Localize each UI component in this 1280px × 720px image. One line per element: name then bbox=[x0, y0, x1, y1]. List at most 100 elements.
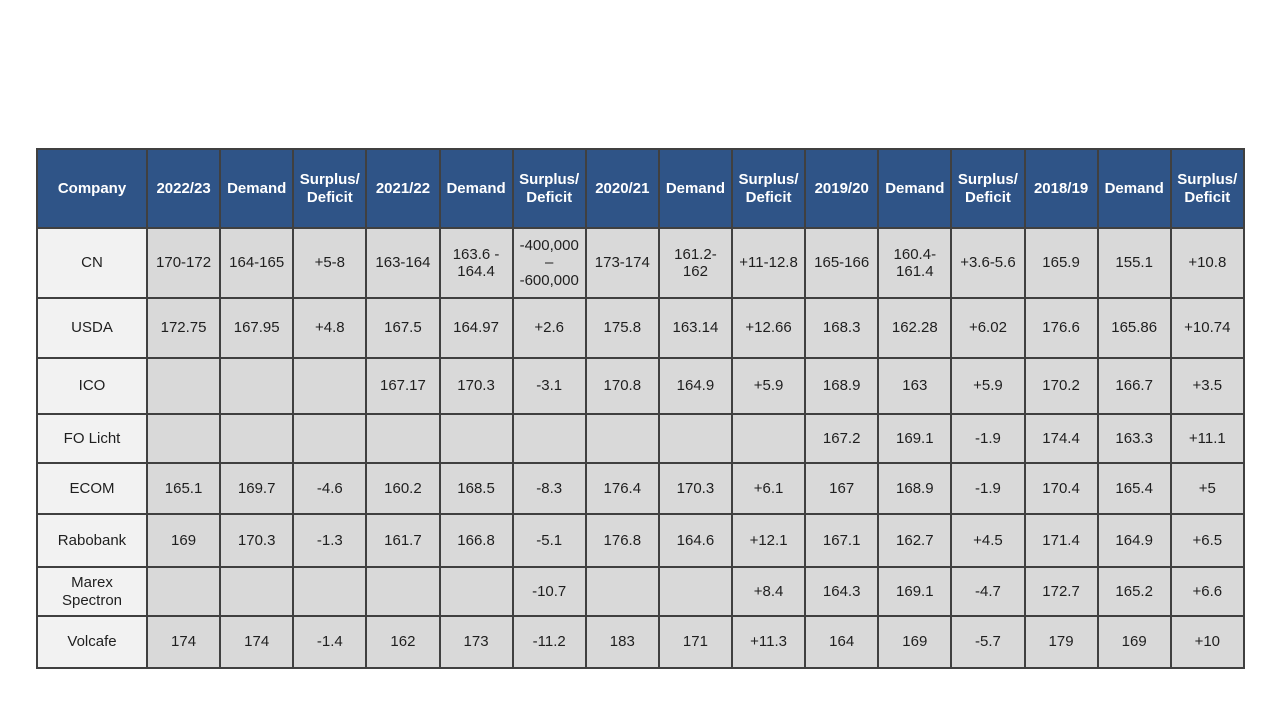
value-cell bbox=[584, 413, 660, 464]
value-cell: 164 bbox=[804, 615, 880, 669]
header-cell: Demand bbox=[438, 148, 514, 229]
table-body: CN 170-172 164-165 +5-8 163-164 163.6 - 164.4… bbox=[36, 227, 1245, 669]
company-cell: Marex Spectron bbox=[36, 566, 148, 617]
value-cell: 155.1 bbox=[1096, 227, 1172, 299]
value-cell: 164.3 bbox=[804, 566, 880, 617]
value-cell bbox=[145, 357, 222, 415]
company-cell: ECOM bbox=[36, 462, 148, 515]
header-cell: Demand bbox=[1096, 148, 1172, 229]
value-cell: 164.9 bbox=[657, 357, 734, 415]
value-cell bbox=[292, 357, 368, 415]
value-cell bbox=[145, 566, 222, 617]
value-cell: 173 bbox=[438, 615, 514, 669]
value-cell: 165.4 bbox=[1096, 462, 1172, 515]
value-cell bbox=[584, 566, 660, 617]
value-cell: 167.17 bbox=[365, 357, 441, 415]
value-cell: 169.7 bbox=[219, 462, 295, 515]
value-cell: 167 bbox=[804, 462, 880, 515]
header-cell: Surplus/ Deficit bbox=[511, 148, 587, 229]
value-cell: 163.14 bbox=[657, 297, 734, 359]
value-cell: -5.1 bbox=[511, 513, 587, 568]
value-cell: 167.95 bbox=[219, 297, 295, 359]
value-cell: 164.6 bbox=[657, 513, 734, 568]
value-cell: 163 bbox=[877, 357, 953, 415]
value-cell: 163.3 bbox=[1096, 413, 1172, 464]
value-cell: 169 bbox=[145, 513, 222, 568]
value-cell: 175.8 bbox=[584, 297, 660, 359]
value-cell bbox=[219, 357, 295, 415]
header-cell: Demand bbox=[657, 148, 734, 229]
value-cell: +5.9 bbox=[950, 357, 1026, 415]
value-cell: +5.9 bbox=[730, 357, 807, 415]
header-cell: Demand bbox=[877, 148, 953, 229]
value-cell bbox=[657, 566, 734, 617]
value-cell: 174.4 bbox=[1023, 413, 1099, 464]
value-cell: 168.9 bbox=[804, 357, 880, 415]
value-cell: +10 bbox=[1169, 615, 1245, 669]
header-cell: 2020/21 bbox=[584, 148, 660, 229]
value-cell: 162.7 bbox=[877, 513, 953, 568]
header-cell: 2021/22 bbox=[365, 148, 441, 229]
value-cell: +6.02 bbox=[950, 297, 1026, 359]
table-row: Rabobank 169 170.3 -1.3 161.7 166.8 -5.1 176.8 1… bbox=[36, 513, 1245, 568]
value-cell: 171.4 bbox=[1023, 513, 1099, 568]
value-cell: -3.1 bbox=[511, 357, 587, 415]
value-cell: +5-8 bbox=[292, 227, 368, 299]
table-row: ICO 167.17 170.3 -3.1 170.8 164.9 +5.9 168.9 163… bbox=[36, 357, 1245, 415]
value-cell: +11.3 bbox=[730, 615, 807, 669]
value-cell: 172.75 bbox=[145, 297, 222, 359]
header-cell: Surplus/ Deficit bbox=[730, 148, 807, 229]
value-cell: -10.7 bbox=[511, 566, 587, 617]
value-cell: 183 bbox=[584, 615, 660, 669]
value-cell: +12.66 bbox=[730, 297, 807, 359]
value-cell: -8.3 bbox=[511, 462, 587, 515]
value-cell: 170-172 bbox=[145, 227, 222, 299]
value-cell: 165.1 bbox=[145, 462, 222, 515]
table-row: ECOM 165.1 169.7 -4.6 160.2 168.5 -8.3 176.4 170… bbox=[36, 462, 1245, 515]
header-cell: Surplus/ Deficit bbox=[950, 148, 1026, 229]
header-row: Company 2022/23 Demand Surplus/ Deficit 2021… bbox=[36, 148, 1245, 229]
value-cell: -4.7 bbox=[950, 566, 1026, 617]
value-cell bbox=[365, 413, 441, 464]
table-row: Marex Spectron -10.7 +8.4 164.3 169.1 -4.7 172… bbox=[36, 566, 1245, 617]
value-cell: 162.28 bbox=[877, 297, 953, 359]
value-cell: +2.6 bbox=[511, 297, 587, 359]
value-cell: -4.6 bbox=[292, 462, 368, 515]
value-cell: 165-166 bbox=[804, 227, 880, 299]
value-cell: 171 bbox=[657, 615, 734, 669]
value-cell: 164.9 bbox=[1096, 513, 1172, 568]
value-cell: 163-164 bbox=[365, 227, 441, 299]
header-cell: 2018/19 bbox=[1023, 148, 1099, 229]
value-cell: -5.7 bbox=[950, 615, 1026, 669]
value-cell: -11.2 bbox=[511, 615, 587, 669]
value-cell: 164-165 bbox=[219, 227, 295, 299]
header-cell: Surplus/ Deficit bbox=[292, 148, 368, 229]
value-cell: +6.5 bbox=[1169, 513, 1245, 568]
company-cell: USDA bbox=[36, 297, 148, 359]
value-cell: -1.4 bbox=[292, 615, 368, 669]
value-cell: 168.3 bbox=[804, 297, 880, 359]
value-cell bbox=[657, 413, 734, 464]
value-cell: 174 bbox=[145, 615, 222, 669]
value-cell: +5 bbox=[1169, 462, 1245, 515]
value-cell bbox=[438, 566, 514, 617]
value-cell: 167.2 bbox=[804, 413, 880, 464]
value-cell: 160.4- 161.4 bbox=[877, 227, 953, 299]
value-cell: 166.8 bbox=[438, 513, 514, 568]
value-cell: 169.1 bbox=[877, 566, 953, 617]
company-cell: FO Licht bbox=[36, 413, 148, 464]
table-row: Volcafe 174 174 -1.4 162 173 -11.2 183 171 +11.3 1… bbox=[36, 615, 1245, 669]
value-cell: +8.4 bbox=[730, 566, 807, 617]
value-cell: 165.2 bbox=[1096, 566, 1172, 617]
value-cell: 169.1 bbox=[877, 413, 953, 464]
value-cell: 160.2 bbox=[365, 462, 441, 515]
value-cell: 174 bbox=[219, 615, 295, 669]
supply-demand-forecast-table: Company 2022/23 Demand Surplus/ Deficit 2021… bbox=[36, 148, 1245, 669]
value-cell: +6.6 bbox=[1169, 566, 1245, 617]
value-cell bbox=[219, 413, 295, 464]
value-cell bbox=[292, 566, 368, 617]
company-cell: ICO bbox=[36, 357, 148, 415]
value-cell bbox=[730, 413, 807, 464]
value-cell: 170.3 bbox=[657, 462, 734, 515]
